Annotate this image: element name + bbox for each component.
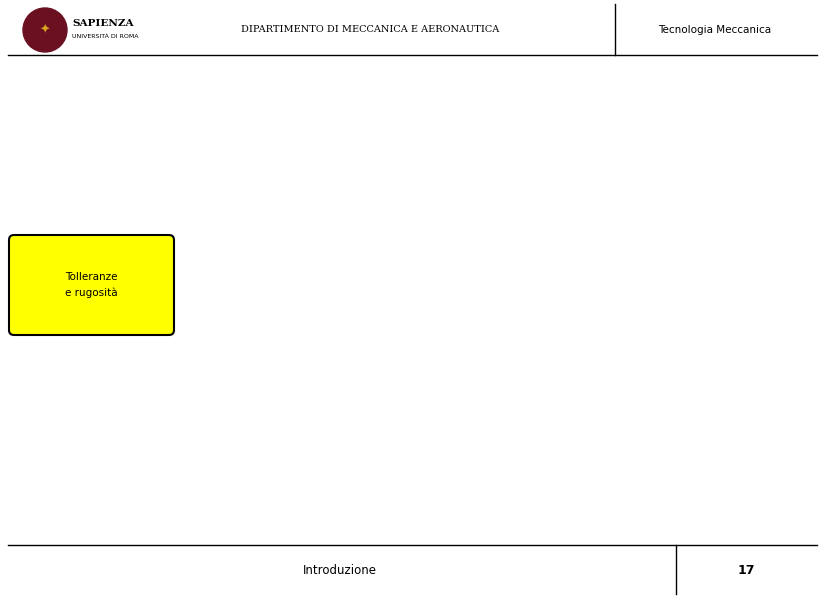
Text: Hot cast: Hot cast: [478, 282, 505, 305]
Text: SAPIENZA: SAPIENZA: [72, 19, 134, 28]
Text: UNIVERSITÀ DI ROMA: UNIVERSITÀ DI ROMA: [72, 34, 139, 40]
Text: Drill, punch: Drill, punch: [496, 319, 530, 350]
Text: Cold extrude, roll: Cold extrude, roll: [440, 298, 491, 341]
Text: Shell–Sand cast: Shell–Sand cast: [587, 129, 633, 168]
Text: Tolleranze
e rugosità: Tolleranze e rugosità: [64, 272, 117, 298]
Text: Al-die cast: Al-die cast: [475, 249, 507, 277]
Text: Permanent mold: Permanent mold: [547, 148, 594, 191]
Text: Tecnologia Meccanica: Tecnologia Meccanica: [658, 25, 771, 35]
Text: Cold draw: Cold draw: [419, 361, 449, 389]
Text: Introduzione: Introduzione: [303, 563, 377, 577]
X-axis label: Surface roughness, $R_a$ (µin.): Surface roughness, $R_a$ (µin.): [377, 538, 535, 551]
Text: Polish, lap, hone: Polish, lap, hone: [293, 449, 347, 479]
Text: ✦: ✦: [40, 23, 50, 37]
Text: Finish mill: Finish mill: [437, 387, 466, 416]
Y-axis label: Tolerance range (in.): Tolerance range (in.): [163, 251, 173, 367]
Text: Zn die: Zn die: [455, 270, 476, 289]
Text: Investment cast: Investment cast: [442, 284, 488, 325]
Text: ECM-EDM: ECM-EDM: [412, 398, 440, 425]
Text: Precision blank: Precision blank: [405, 368, 446, 410]
Text: 17: 17: [738, 563, 755, 577]
Text: Shape, plane, rough mill: Shape, plane, rough mill: [563, 260, 629, 323]
Text: Broach, ream: Broach, ream: [432, 425, 471, 461]
Text: Powder met.: Powder met.: [446, 232, 484, 264]
Text: Rough, grind, turn: Rough, grind, turn: [582, 283, 627, 337]
Text: Hot roll, extrude, forge: Hot roll, extrude, forge: [539, 212, 602, 270]
Text: DIPARTIMENTO DI MECCANICA E AERONAUTICA: DIPARTIMENTO DI MECCANICA E AERONAUTICA: [241, 25, 499, 34]
Y-axis label: mm: mm: [732, 304, 753, 314]
Circle shape: [23, 8, 67, 52]
Text: ISO No.: ISO No.: [660, 86, 693, 95]
FancyBboxPatch shape: [9, 235, 174, 335]
Text: Sand cast: Sand cast: [638, 115, 669, 139]
Text: Finish grind, finish turn, bore: Finish grind, finish turn, bore: [340, 400, 423, 467]
Text: Plaster: Plaster: [507, 200, 529, 221]
